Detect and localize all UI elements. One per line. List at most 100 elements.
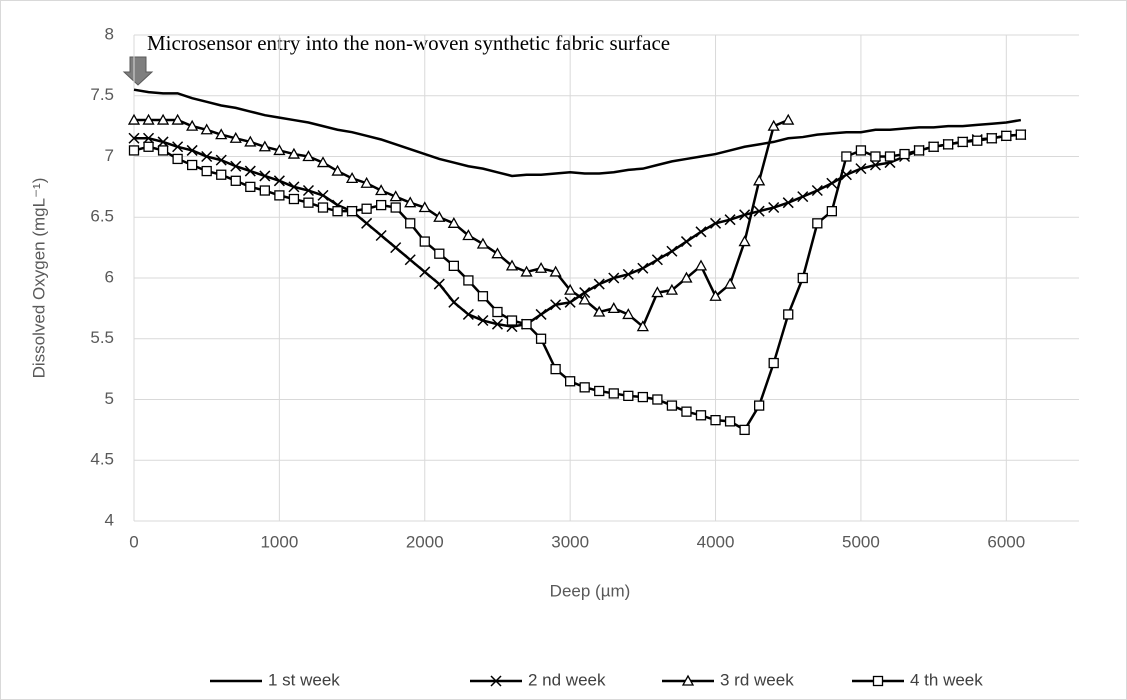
marker-square bbox=[390, 202, 401, 213]
marker-triangle bbox=[593, 305, 606, 317]
marker-x bbox=[273, 175, 285, 187]
marker-square bbox=[521, 319, 532, 330]
marker-x bbox=[491, 318, 503, 330]
marker-square bbox=[681, 406, 692, 417]
marker-x bbox=[550, 299, 562, 311]
marker-triangle bbox=[622, 308, 635, 320]
marker-square bbox=[957, 136, 968, 148]
series-line bbox=[134, 118, 789, 329]
marker-square bbox=[288, 193, 300, 205]
marker-triangle bbox=[709, 289, 722, 301]
marker-triangle bbox=[375, 184, 388, 196]
y-tick-label: 7.5 bbox=[90, 85, 114, 104]
marker-square bbox=[317, 202, 329, 213]
y-axis-label: Dissolved Oxygen (mgL⁻¹) bbox=[29, 178, 48, 379]
marker-x bbox=[390, 242, 402, 254]
marker-square bbox=[1015, 129, 1026, 140]
marker-x bbox=[622, 268, 634, 280]
marker-x bbox=[768, 201, 780, 214]
marker-triangle bbox=[476, 237, 490, 249]
marker-x bbox=[404, 254, 416, 266]
y-tick-label: 6 bbox=[105, 267, 114, 286]
marker-triangle bbox=[258, 140, 271, 152]
marker-x bbox=[753, 205, 765, 217]
marker-triangle bbox=[345, 172, 359, 184]
marker-square bbox=[477, 291, 489, 302]
marker-triangle bbox=[651, 286, 664, 298]
marker-triangle bbox=[782, 113, 795, 125]
marker-x bbox=[782, 197, 794, 209]
marker-x bbox=[128, 132, 140, 144]
x-tick-label: 4000 bbox=[697, 532, 735, 551]
marker-square bbox=[201, 165, 212, 177]
marker-x bbox=[302, 184, 314, 197]
marker-x bbox=[869, 159, 881, 171]
marker-x bbox=[637, 262, 649, 274]
marker-square bbox=[943, 139, 954, 150]
marker-square bbox=[172, 153, 183, 165]
marker-square bbox=[579, 382, 590, 393]
marker-triangle bbox=[273, 144, 286, 156]
marker-square bbox=[128, 145, 140, 156]
marker-square bbox=[754, 400, 765, 411]
marker-square bbox=[899, 148, 910, 160]
marker-x bbox=[186, 144, 198, 156]
marker-square bbox=[230, 175, 241, 186]
marker-square bbox=[216, 169, 227, 180]
marker-triangle bbox=[244, 135, 257, 147]
marker-x bbox=[724, 214, 736, 226]
marker-square bbox=[928, 141, 939, 152]
x-tick-label: 6000 bbox=[987, 532, 1025, 551]
marker-triangle bbox=[287, 147, 301, 159]
marker-square bbox=[565, 376, 576, 387]
marker-square bbox=[303, 197, 314, 208]
marker-square bbox=[535, 333, 547, 344]
marker-square bbox=[855, 145, 867, 156]
annotation: Microsensor entry into the non-woven syn… bbox=[147, 31, 670, 55]
marker-square bbox=[695, 410, 707, 421]
marker-triangle bbox=[564, 283, 577, 295]
marker-triangle bbox=[694, 259, 708, 271]
marker-x bbox=[230, 160, 242, 172]
marker-triangle bbox=[578, 293, 591, 305]
marker-square bbox=[797, 272, 808, 284]
marker-square bbox=[768, 357, 779, 369]
marker-x bbox=[535, 308, 547, 320]
marker-square bbox=[913, 145, 925, 156]
marker-triangle bbox=[156, 113, 170, 125]
legend-label: 4 th week bbox=[910, 670, 983, 689]
marker-triangle bbox=[433, 210, 446, 222]
marker-square bbox=[346, 206, 358, 217]
marker-triangle bbox=[316, 156, 330, 168]
marker-square bbox=[187, 159, 198, 171]
marker-triangle bbox=[302, 150, 315, 162]
marker-triangle bbox=[171, 113, 184, 125]
marker-x bbox=[651, 254, 663, 266]
legend-label: 3 rd week bbox=[720, 670, 794, 689]
marker-square bbox=[376, 199, 387, 211]
marker-x bbox=[593, 278, 605, 290]
y-tick-label: 5.5 bbox=[90, 328, 114, 347]
marker-square bbox=[652, 394, 663, 405]
marker-square bbox=[870, 151, 881, 162]
marker-triangle bbox=[665, 283, 679, 295]
marker-triangle bbox=[753, 174, 766, 186]
marker-triangle bbox=[534, 261, 548, 273]
marker-triangle bbox=[142, 113, 155, 125]
marker-x bbox=[579, 287, 591, 299]
marker-x bbox=[215, 154, 227, 166]
marker-x bbox=[419, 266, 431, 278]
marker-square bbox=[623, 390, 634, 402]
marker-square bbox=[550, 363, 561, 375]
marker-x bbox=[666, 245, 678, 257]
marker-x bbox=[826, 177, 838, 189]
marker-triangle bbox=[723, 277, 737, 289]
marker-square bbox=[872, 675, 884, 687]
legend-label: 2 nd week bbox=[528, 670, 606, 689]
marker-x bbox=[172, 141, 184, 153]
marker-x bbox=[433, 278, 445, 290]
marker-x bbox=[477, 314, 489, 327]
marker-triangle bbox=[738, 235, 751, 247]
y-tick-label: 4.5 bbox=[90, 450, 114, 469]
marker-triangle bbox=[549, 265, 562, 277]
